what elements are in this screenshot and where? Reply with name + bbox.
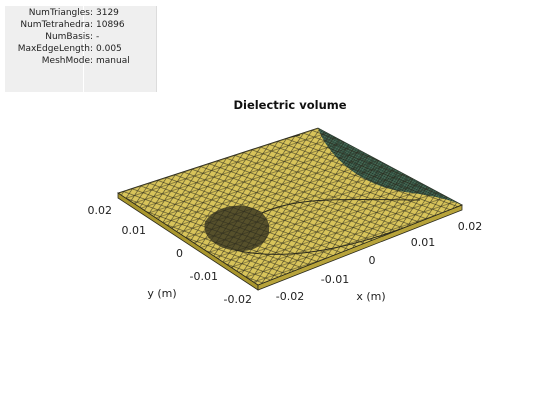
info-key: MeshMode [41,56,90,66]
info-colon: : [90,8,94,18]
mesh-info-panel: NumTriangles : 3129 NumTetrahedra : 1089… [5,6,157,92]
info-panel-divider [83,6,84,92]
info-key: NumTriangles [28,8,90,18]
info-colon: : [90,32,94,42]
info-key: NumBasis [45,32,90,42]
x-tick-label: 0.01 [411,236,436,249]
x-axis-label: x (m) [356,290,385,303]
info-row-num-triangles: NumTriangles : 3129 [5,7,156,19]
info-key: MaxEdgeLength [17,44,90,54]
x-tick-label: -0.01 [321,273,349,286]
info-value: 10896 [96,20,125,30]
x-tick-label: -0.02 [276,290,304,303]
info-key: NumTetrahedra [20,20,90,30]
info-value: manual [96,56,130,66]
x-tick-label: 0.02 [458,220,483,233]
x-tick-label: 0 [369,254,376,267]
info-value: 3129 [96,8,119,18]
info-colon: : [90,44,94,54]
info-row-mesh-mode: MeshMode : manual [5,55,156,67]
y-tick-label: -0.01 [190,270,218,283]
info-row-max-edge-length: MaxEdgeLength : 0.005 [5,43,156,55]
y-tick-label: 0.01 [122,224,147,237]
mesh-overlay [118,128,462,285]
info-row-num-basis: NumBasis : - [5,31,156,43]
y-tick-label: 0.02 [88,204,113,217]
info-value: 0.005 [96,44,122,54]
y-axis-label: y (m) [147,287,176,300]
info-row-num-tetrahedra: NumTetrahedra : 10896 [5,19,156,31]
plot-title: Dielectric volume [233,98,347,112]
info-colon: : [90,20,94,30]
y-tick-label: -0.02 [224,293,252,306]
y-tick-label: 0 [176,247,183,260]
info-value: - [96,32,100,42]
info-colon: : [90,56,94,66]
